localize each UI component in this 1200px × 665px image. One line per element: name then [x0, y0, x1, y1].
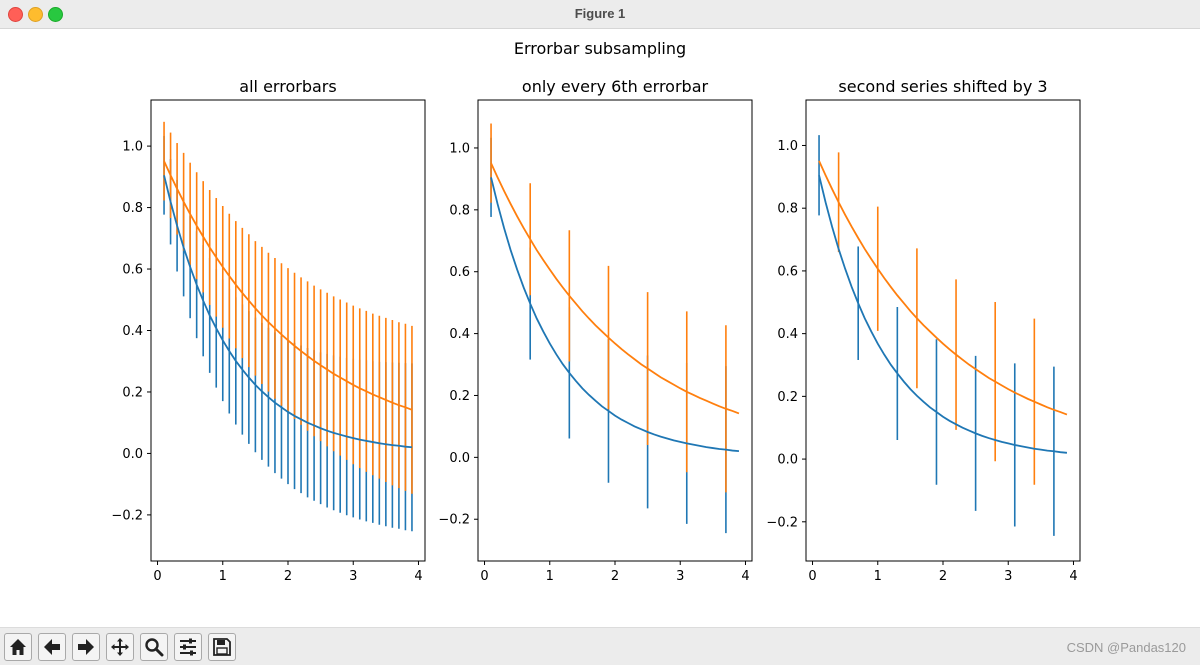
subplot-title: second series shifted by 3: [838, 77, 1047, 96]
subplot-3: second series shifted by 3 0 1 2 3 4 −0.2 0.0 0.…: [766, 77, 1081, 584]
y-tick-label: 0.2: [449, 389, 470, 404]
series-1-line: [490, 177, 740, 453]
y-tick-label: 0.4: [449, 327, 470, 342]
home-icon: [10, 639, 26, 655]
y-tick-label: −0.2: [438, 513, 470, 528]
x-tick-label: 1: [219, 569, 227, 584]
x-tick-label: 0: [480, 569, 488, 584]
series-2-line: [490, 162, 740, 415]
y-tick-label: 0.0: [449, 451, 470, 466]
configure-subplots-icon: [180, 638, 196, 656]
axes-frame: [477, 99, 753, 562]
pan-button[interactable]: [106, 633, 134, 661]
zoom-button[interactable]: [140, 633, 168, 661]
x-tick-label: 0: [153, 569, 161, 584]
save-icon: [213, 638, 231, 656]
pan-icon: [111, 638, 129, 656]
y-tick-label: 1.0: [449, 141, 470, 156]
series-2-line: [818, 160, 1068, 416]
x-tick-label: 2: [611, 569, 619, 584]
y-tick-label: 0.6: [449, 265, 470, 280]
x-tick-label: 3: [349, 569, 357, 584]
y-tick-label: 0.4: [777, 327, 798, 342]
maximize-window-button[interactable]: [48, 7, 63, 22]
y-tick-label: 0.4: [122, 324, 143, 339]
series-1-line: [818, 175, 1068, 454]
y-tick-label: 0.8: [449, 203, 470, 218]
x-tick-label: 3: [1004, 569, 1012, 584]
y-tick-label: 1.0: [777, 139, 798, 154]
y-tick-label: 0.6: [777, 264, 798, 279]
x-tick-label: 4: [414, 569, 422, 584]
close-window-button[interactable]: [8, 7, 23, 22]
navigation-toolbar: [0, 627, 1200, 665]
y-tick-label: 0.8: [122, 201, 143, 216]
y-tick-label: 1.0: [122, 140, 143, 155]
figure-svg: Errorbar subsampling all errorbars 0 1 2 3 4 −…: [111, 39, 1081, 584]
watermark: CSDN @Pandas120: [1066, 640, 1186, 655]
window-titlebar: Figure 1: [0, 0, 1200, 29]
figure-canvas[interactable]: Errorbar subsampling all errorbars 0 1 2 3 4 −…: [0, 29, 1200, 627]
y-tick-label: 0.2: [122, 385, 143, 400]
x-tick-label: 4: [741, 569, 749, 584]
subplot-title: only every 6th errorbar: [522, 77, 709, 96]
figure-suptitle: Errorbar subsampling: [514, 39, 686, 58]
forward-arrow-icon: [78, 639, 94, 655]
x-tick-label: 4: [1069, 569, 1077, 584]
axes-frame: [805, 99, 1081, 562]
subplot-2: only every 6th errorbar 0 1 2 3 4 −0.2 0.0 0.2 0.…: [438, 77, 753, 584]
back-button[interactable]: [38, 633, 66, 661]
y-tick-label: 0.0: [777, 453, 798, 468]
series-1-line: [163, 175, 413, 449]
y-tick-label: 0.2: [777, 390, 798, 405]
y-tick-label: 0.6: [122, 263, 143, 278]
x-tick-label: 0: [808, 569, 816, 584]
subplot-title: all errorbars: [239, 77, 336, 96]
save-button[interactable]: [208, 633, 236, 661]
minimize-window-button[interactable]: [28, 7, 43, 22]
x-tick-label: 1: [546, 569, 554, 584]
back-arrow-icon: [44, 639, 60, 655]
x-tick-label: 2: [284, 569, 292, 584]
subplot-1: all errorbars 0 1 2 3 4 −0.2 0.0 0.2 0.4 0.6 0.8 1.0: [111, 77, 426, 584]
forward-button[interactable]: [72, 633, 100, 661]
y-tick-label: −0.2: [766, 515, 798, 530]
y-tick-label: −0.2: [111, 508, 143, 523]
x-tick-label: 2: [939, 569, 947, 584]
zoom-icon: [145, 638, 164, 657]
configure-subplots-button[interactable]: [174, 633, 202, 661]
y-tick-label: 0.0: [122, 447, 143, 462]
x-tick-label: 3: [676, 569, 684, 584]
series-2-line: [163, 160, 413, 411]
home-button[interactable]: [4, 633, 32, 661]
y-tick-label: 0.8: [777, 202, 798, 217]
x-tick-label: 1: [874, 569, 882, 584]
window-title: Figure 1: [574, 6, 626, 21]
